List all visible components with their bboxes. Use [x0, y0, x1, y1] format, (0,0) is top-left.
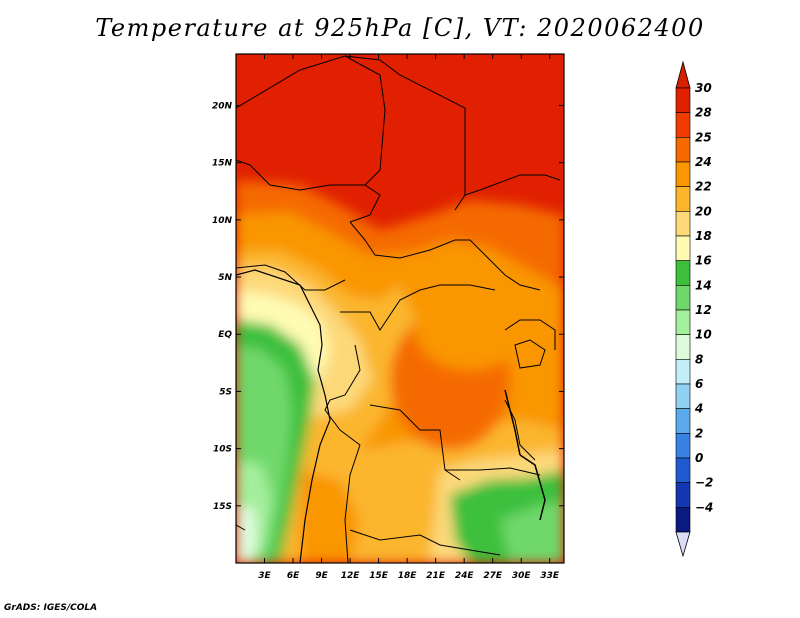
country-borders [236, 55, 561, 563]
lat-tick-label: 5S [219, 387, 232, 397]
lat-tick-label: EQ [218, 330, 232, 340]
grads-credit: GrADS: IGES/COLA [4, 603, 98, 613]
temperature-field [236, 54, 564, 563]
colorbar-swatch [675, 186, 691, 212]
colorbar-label: 30 [695, 81, 712, 95]
colorbar-under-arrow [675, 531, 691, 558]
lat-tick-label: 10N [212, 216, 233, 226]
colorbar-swatch [675, 507, 691, 533]
colorbar-label: 16 [695, 254, 712, 268]
colorbar-swatch [675, 87, 691, 113]
lon-tick-label: 6E [287, 571, 300, 581]
colorbar-swatch [675, 285, 691, 311]
lat-tick-label: 15N [212, 159, 233, 169]
colorbar-label: 6 [695, 377, 703, 391]
colorbar-label: 20 [695, 204, 712, 218]
lon-tick-label: 15E [369, 571, 389, 581]
lat-tick-label: 10S [213, 445, 232, 455]
colorbar-label: 25 [695, 130, 712, 144]
colorbar-label: 24 [695, 155, 712, 169]
colorbar-label: 28 [695, 106, 712, 120]
colorbar-swatch [675, 309, 691, 335]
colorbar-label: 0 [695, 451, 703, 465]
colorbar-swatch [675, 408, 691, 434]
map-title: Temperature at 925hPa [C], VT: 202006240… [95, 14, 705, 42]
lon-tick-label: 9E [315, 571, 328, 581]
colorbar-swatch [675, 482, 691, 508]
map-frame [235, 53, 565, 564]
colorbar-swatch [675, 137, 691, 163]
colorbar-swatch [675, 359, 691, 385]
lon-tick-label: 27E [483, 571, 503, 581]
lon-tick-label: 3E [258, 571, 271, 581]
colorbar-swatch [675, 235, 691, 261]
colorbar-label: 10 [695, 328, 712, 342]
colorbar-label: 18 [695, 229, 712, 243]
colorbar-label: 12 [695, 303, 712, 317]
colorbar-label: −4 [695, 500, 713, 514]
colorbar-label: 22 [695, 180, 712, 194]
colorbar-swatch [675, 211, 691, 237]
colorbar-swatch [675, 112, 691, 138]
colorbar-label: 2 [695, 426, 703, 440]
colorbar-label: 4 [694, 402, 703, 416]
colorbar-label: 14 [695, 278, 712, 292]
colorbar-swatch [675, 161, 691, 187]
lon-tick-label: 21E [426, 571, 446, 581]
colorbar-over-arrow [675, 60, 691, 89]
lat-tick-label: 20N [212, 101, 233, 111]
colorbar-label: 8 [695, 352, 703, 366]
colorbar-swatch [675, 260, 691, 286]
colorbar-swatch [675, 334, 691, 360]
lon-tick-label: 30E [512, 571, 532, 581]
longitude-axis: 3E 6E 9E 12E 15E 18E 21E 24E 27E 30E 33E [258, 54, 560, 581]
lat-tick-label: 15S [213, 502, 232, 512]
colorbar-label: −2 [695, 476, 713, 490]
lat-tick-label: 5N [218, 273, 232, 283]
lon-tick-label: 24E [455, 571, 475, 581]
colorbar-swatch [675, 457, 691, 483]
temp-zone-10 [236, 505, 258, 563]
colorbar-swatch [675, 383, 691, 409]
lon-tick-label: 12E [341, 571, 361, 581]
lon-tick-label: 33E [540, 571, 560, 581]
temp-zone-14-south [500, 500, 564, 563]
latitude-axis: 20N 15N 10N 5N EQ 5S 10S 15S [212, 101, 564, 512]
lon-tick-label: 18E [398, 571, 418, 581]
colorbar-swatch [675, 433, 691, 459]
